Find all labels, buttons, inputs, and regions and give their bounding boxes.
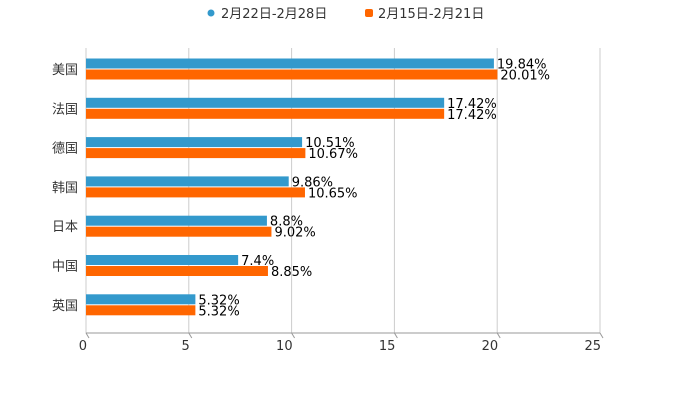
tick-mark-x-15 <box>393 332 398 339</box>
category-label: 德国 <box>52 142 78 157</box>
tick-mark-x-5 <box>188 332 193 339</box>
legend-marker-series-1 <box>207 9 215 17</box>
bar-series-2-5 <box>86 266 268 276</box>
bar-series-1-5 <box>86 255 239 265</box>
bar-series-1-4 <box>86 215 267 226</box>
tick-mark-x-10 <box>291 332 296 339</box>
data-label-series-2-4: 9.02% <box>274 226 315 241</box>
tick-label-x-20: 20 <box>482 339 499 354</box>
bar-series-1-2 <box>86 137 303 148</box>
tick-label-x-5: 5 <box>182 339 190 354</box>
data-label-series-1-3: 9.86% <box>292 175 333 190</box>
tick-mark-x-20 <box>496 332 501 339</box>
bar-series-1-0 <box>86 58 494 69</box>
tick-mark-x-0 <box>85 332 90 339</box>
data-label-series-1-6: 5.32% <box>198 293 239 308</box>
tick-label-x-25: 25 <box>584 339 601 354</box>
data-label-series-1-0: 19.84% <box>497 58 547 73</box>
data-label-series-2-0: 20.01% <box>500 69 550 84</box>
data-label-series-1-4: 8.8% <box>270 215 303 230</box>
tick-label-x-0: 0 <box>79 339 87 354</box>
bar-series-2-0 <box>86 69 498 80</box>
data-label-series-2-6: 5.32% <box>198 304 239 319</box>
bar-series-2-1 <box>86 108 445 119</box>
data-label-series-1-2: 10.51% <box>305 136 355 151</box>
category-label: 中国 <box>52 260 78 275</box>
bar-series-2-4 <box>86 226 272 237</box>
bar-series-1-1 <box>86 97 445 108</box>
category-label: 美国 <box>52 63 78 78</box>
bars <box>86 58 498 316</box>
bar-series-1-3 <box>86 176 289 187</box>
bar-series-2-3 <box>86 187 305 198</box>
labels: 美国 19.84%20.01%法国 17.42%17.42%德国 10.51%10.6… <box>52 58 550 320</box>
axes: 0 5 10 15 20 25 <box>79 332 604 354</box>
category-label: 英国 <box>52 299 78 314</box>
bar-series-2-2 <box>86 148 306 159</box>
bar-series-1-6 <box>86 294 196 305</box>
category-label: 法国 <box>52 102 78 117</box>
data-label-series-2-3: 10.65% <box>308 186 358 201</box>
legend-marker-series-2 <box>365 9 373 17</box>
tick-label-x-15: 15 <box>379 339 396 354</box>
data-label-series-1-1: 17.42% <box>447 97 497 112</box>
data-label-series-2-2: 10.67% <box>308 147 358 162</box>
tick-mark-x-25 <box>599 332 604 339</box>
data-label-series-2-5: 8.85% <box>271 265 312 280</box>
legend-label-series-1: 2月22日-2月28日 <box>221 7 327 22</box>
data-label-series-2-1: 17.42% <box>447 108 497 123</box>
legend: 2月22日-2月28日 2月15日-2月21日 <box>207 7 484 22</box>
category-label: 日本 <box>52 220 78 235</box>
category-label: 韩国 <box>52 181 78 196</box>
legend-label-series-2: 2月15日-2月21日 <box>378 7 484 22</box>
bar-series-2-6 <box>86 305 196 316</box>
tick-label-x-10: 10 <box>276 339 293 354</box>
data-label-series-1-5: 7.4% <box>241 254 274 269</box>
